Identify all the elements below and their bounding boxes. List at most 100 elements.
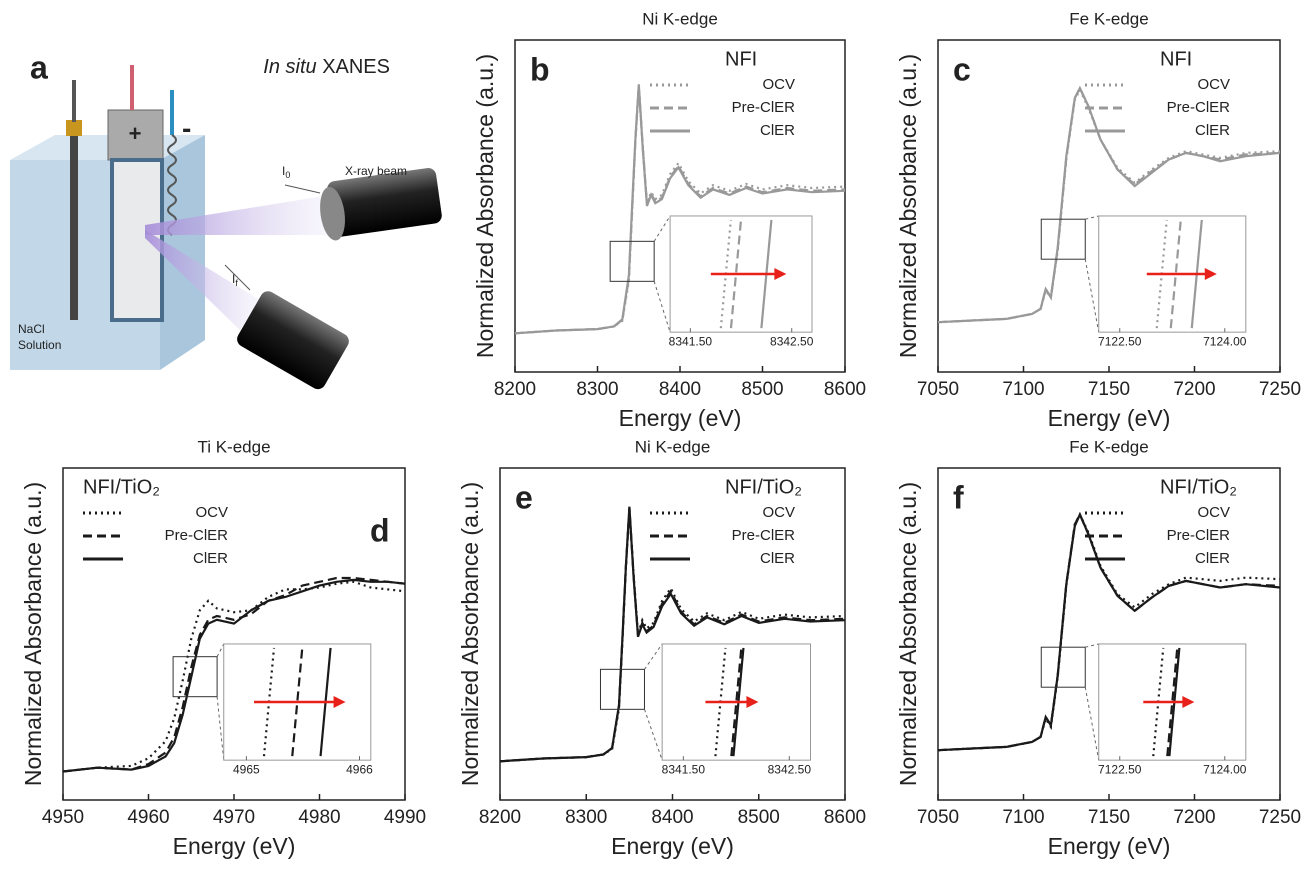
zoom-connector <box>216 696 225 761</box>
source <box>327 167 442 237</box>
x-tick-label: 7150 <box>1088 379 1130 400</box>
title-rest: XANES <box>322 56 390 78</box>
if-label: If <box>232 272 238 288</box>
legend-label: OCV <box>1197 76 1230 93</box>
legend-label: Pre-ClER <box>732 527 796 544</box>
chart-title: Ni K-edge <box>635 437 711 456</box>
x-tick-label: 7250 <box>1259 807 1301 828</box>
legend-label: OCV <box>1197 504 1230 521</box>
x-tick-label: 4950 <box>42 807 84 828</box>
inset-tick-label: 8342.50 <box>768 762 812 776</box>
x-tick-label: 7050 <box>917 807 959 828</box>
i0-arrow <box>284 184 321 194</box>
x-tick-label: 8600 <box>824 807 866 828</box>
legend-label: OCV <box>762 504 795 521</box>
legend-title: NFI <box>1160 48 1192 70</box>
anode-tab <box>107 109 164 161</box>
spectrum-line <box>514 84 846 335</box>
inset-edge-line <box>729 219 743 329</box>
x-tick-label: 8500 <box>738 807 780 828</box>
inset-tick-label: 7122.50 <box>1098 334 1142 348</box>
inset-tick-label: 8341.50 <box>662 762 706 776</box>
x-tick-label: 7050 <box>917 379 959 400</box>
zoom-connector <box>1084 687 1100 761</box>
chart-title: Fe K-edge <box>1069 437 1148 456</box>
zoom-box <box>172 656 218 698</box>
x-tick-label: 8300 <box>565 807 607 828</box>
inset-tick-label: 8341.50 <box>669 334 713 348</box>
inset-edge-line <box>730 647 743 757</box>
panel-a: a In situ XANES X-ray beam I0 If NaCl So… <box>10 49 442 390</box>
i0-label: I0 <box>282 164 290 180</box>
x-tick-label: 7200 <box>1173 807 1215 828</box>
if-sub: f <box>235 278 238 288</box>
zoom-connector <box>1084 259 1100 333</box>
zoom-connector <box>1085 215 1099 220</box>
x-tick-label: 4970 <box>213 807 255 828</box>
panel-label: a <box>30 49 48 85</box>
x-tick-label: 4960 <box>127 807 169 828</box>
x-tick-label: 4990 <box>384 807 426 828</box>
zoom-box <box>599 668 645 710</box>
panel-label: d <box>370 512 390 548</box>
ref-electrode <box>70 120 78 320</box>
panel-title: In situ XANES <box>263 56 390 78</box>
x-tick-label: 7100 <box>1002 379 1044 400</box>
inset-tick-label: 8342.50 <box>770 334 814 348</box>
legend-label: Pre-ClER <box>1167 527 1231 544</box>
inset-edge-line <box>1169 219 1182 329</box>
legend-label: OCV <box>195 504 228 521</box>
chart-title: Fe K-edge <box>1069 9 1148 28</box>
zoom-box <box>1040 218 1086 260</box>
ref-wire <box>72 80 76 122</box>
zoom-connector <box>216 643 225 657</box>
x-tick-label: 8200 <box>494 379 536 400</box>
panel: Ni K-edge Energy (eV) Normalized Absorbanc… <box>472 9 866 431</box>
panel: Ni K-edge Energy (eV) Normalized Absorbanc… <box>457 437 866 859</box>
plus-sign: + <box>129 121 142 146</box>
legend-label: OCV <box>762 76 795 93</box>
ref-cap <box>66 120 82 136</box>
legend-title: NFI/TiO₂ <box>725 476 802 498</box>
shift-arrowhead <box>746 696 759 709</box>
y-axis-label: Normalized Absorbance (a.u.) <box>20 482 46 786</box>
x-tick-label: 8200 <box>479 807 521 828</box>
spectrum-line <box>62 576 406 773</box>
shift-arrowhead <box>1204 268 1217 281</box>
x-tick-label: 8600 <box>824 379 866 400</box>
inset-tick-label: 7124.00 <box>1203 762 1247 776</box>
x-tick-label: 8400 <box>651 807 693 828</box>
i0-text: I <box>282 164 285 178</box>
panel-label: b <box>530 51 550 87</box>
panel-label: c <box>953 51 971 87</box>
incident-beam <box>145 195 330 235</box>
legend-title: NFI <box>725 48 757 70</box>
x-tick-label: 7150 <box>1088 807 1130 828</box>
legend-label: ClER <box>760 550 795 567</box>
spectrum-line <box>937 511 1281 752</box>
x-axis-label: Energy (eV) <box>611 833 734 859</box>
panel: Ti K-edge Energy (eV) Normalized Absorbanc… <box>20 437 426 859</box>
shift-arrowhead <box>774 268 787 281</box>
spectrum-line <box>514 85 846 335</box>
if-text: I <box>232 272 235 286</box>
beam-label: X-ray beam <box>345 164 407 178</box>
shift-arrowhead <box>1182 696 1195 709</box>
legend-label: ClER <box>193 550 228 567</box>
title-italic: In situ <box>263 56 316 78</box>
fluorescence-beam <box>145 230 260 330</box>
legend-label: ClER <box>760 122 795 139</box>
inset-tick-label: 7124.00 <box>1203 334 1247 348</box>
legend-label: ClER <box>1195 550 1230 567</box>
x-tick-label: 7100 <box>1002 807 1044 828</box>
legend-label: Pre-ClER <box>732 99 796 116</box>
spectrum-line <box>499 506 846 763</box>
legend-title: NFI/TiO₂ <box>83 476 160 498</box>
i0-sub: 0 <box>285 170 290 180</box>
inset-tick-label: 4966 <box>346 762 373 776</box>
solution-label: NaCl <box>18 322 45 336</box>
x-axis-label: Energy (eV) <box>1048 405 1171 431</box>
chart-title: Ni K-edge <box>642 9 718 28</box>
counter-electrode <box>167 134 177 236</box>
inset-edge-line <box>1166 647 1179 757</box>
